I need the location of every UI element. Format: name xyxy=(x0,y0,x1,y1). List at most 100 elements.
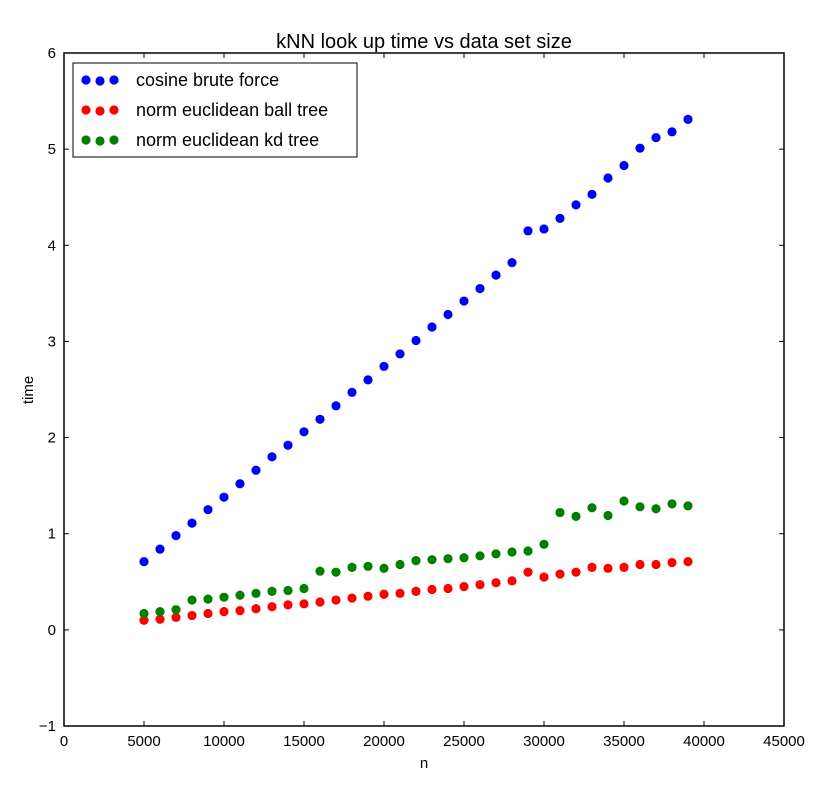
data-point xyxy=(555,213,565,223)
y-tick-label: 4 xyxy=(48,237,56,254)
y-tick-label: 0 xyxy=(48,622,56,639)
plot-area xyxy=(139,114,693,625)
x-tick-label: 10000 xyxy=(203,733,245,750)
data-point xyxy=(347,562,357,572)
y-axis-label: time xyxy=(20,376,37,404)
data-point xyxy=(299,583,309,594)
data-point xyxy=(603,510,613,521)
data-point xyxy=(571,567,581,577)
data-point xyxy=(235,479,245,489)
data-point xyxy=(667,499,677,509)
data-point xyxy=(395,559,405,570)
data-point xyxy=(299,427,309,437)
x-tick-label: 40000 xyxy=(683,733,725,750)
data-point xyxy=(203,594,213,604)
data-point xyxy=(347,593,357,603)
data-point xyxy=(267,452,277,462)
x-tick-label: 20000 xyxy=(363,733,405,750)
data-point xyxy=(475,551,485,561)
data-point xyxy=(363,561,373,572)
legend-marker xyxy=(109,75,119,85)
data-point xyxy=(203,608,213,619)
data-point xyxy=(411,586,421,597)
data-point xyxy=(331,595,341,605)
data-point xyxy=(571,200,581,210)
legend-label: norm euclidean ball tree xyxy=(136,100,328,120)
data-point xyxy=(251,588,261,598)
x-tick-label: 25000 xyxy=(443,733,485,750)
data-point xyxy=(443,309,453,320)
legend-marker xyxy=(95,106,105,116)
data-point xyxy=(491,270,501,280)
data-point xyxy=(187,518,197,528)
data-point xyxy=(475,283,485,294)
data-point xyxy=(459,553,469,563)
legend-marker xyxy=(109,105,119,115)
x-tick-label: 35000 xyxy=(603,733,645,750)
data-point xyxy=(267,586,277,597)
data-point xyxy=(315,566,325,576)
legend-marker xyxy=(81,105,91,115)
data-point xyxy=(491,549,501,559)
legend-marker xyxy=(81,75,91,85)
axes-frame xyxy=(63,52,785,727)
data-point xyxy=(443,554,453,564)
data-point xyxy=(443,583,453,594)
data-point xyxy=(491,578,501,588)
data-point xyxy=(523,226,533,236)
x-tick-label: 45000 xyxy=(763,733,805,750)
data-point xyxy=(555,507,565,518)
data-point xyxy=(283,440,293,450)
data-point xyxy=(667,127,677,137)
data-point xyxy=(315,414,325,424)
y-tick-label: 2 xyxy=(48,430,56,447)
axis-ticks: 0 5000 10000 15000 20000 25000 30000 35000 40000… xyxy=(39,45,805,750)
data-point xyxy=(331,567,341,577)
data-point xyxy=(539,572,549,582)
data-point xyxy=(603,173,613,183)
y-tick-label: 5 xyxy=(48,141,56,158)
data-point xyxy=(139,608,149,619)
data-point xyxy=(379,361,389,372)
data-point xyxy=(587,562,597,572)
data-point xyxy=(219,492,229,502)
data-point xyxy=(379,589,389,599)
data-point xyxy=(507,257,517,268)
data-point xyxy=(651,133,661,143)
x-tick-label: 0 xyxy=(60,733,68,750)
data-point xyxy=(235,590,245,600)
data-point xyxy=(635,502,645,512)
data-point xyxy=(203,505,213,515)
data-point xyxy=(635,143,645,153)
data-point xyxy=(283,600,293,610)
data-point xyxy=(219,606,229,617)
y-tick-label: 6 xyxy=(48,45,56,62)
legend-marker xyxy=(81,135,91,145)
data-point xyxy=(683,556,693,567)
data-point xyxy=(219,592,229,602)
data-point xyxy=(459,581,469,592)
data-point xyxy=(411,335,421,346)
legend-label: cosine brute force xyxy=(136,70,279,90)
data-point xyxy=(363,375,373,385)
data-point xyxy=(155,614,165,624)
legend: cosine brute force norm euclidean ball tr… xyxy=(72,62,358,158)
chart-title: kNN look up time vs data set size xyxy=(276,31,572,53)
data-point xyxy=(363,591,373,601)
data-point xyxy=(523,567,533,577)
data-point xyxy=(155,544,165,554)
data-point xyxy=(651,559,661,570)
data-point xyxy=(651,504,661,514)
data-point xyxy=(251,604,261,614)
data-point xyxy=(475,580,485,590)
data-point xyxy=(555,569,565,579)
data-point xyxy=(523,546,533,556)
y-tick-label: 3 xyxy=(48,333,56,350)
data-point xyxy=(267,602,277,612)
x-tick-label: 30000 xyxy=(523,733,565,750)
data-point xyxy=(171,612,181,622)
legend-box xyxy=(72,62,358,158)
data-point xyxy=(427,322,437,332)
data-point xyxy=(171,531,181,541)
